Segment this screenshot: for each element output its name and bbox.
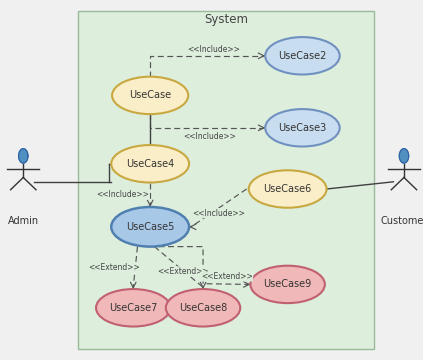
Text: <<Include>>: <<Include>> [96, 190, 149, 199]
Text: UseCase7: UseCase7 [109, 303, 157, 313]
Text: UseCase8: UseCase8 [179, 303, 227, 313]
Text: <<Extend>>: <<Extend>> [88, 264, 140, 272]
Ellipse shape [112, 77, 188, 114]
Ellipse shape [96, 289, 170, 327]
FancyBboxPatch shape [78, 11, 374, 349]
Ellipse shape [250, 266, 325, 303]
Polygon shape [19, 149, 28, 163]
Ellipse shape [249, 170, 327, 208]
Text: UseCase3: UseCase3 [278, 123, 327, 133]
Text: UseCase9: UseCase9 [264, 279, 312, 289]
Polygon shape [399, 149, 409, 163]
Text: UseCase4: UseCase4 [126, 159, 174, 169]
Ellipse shape [265, 109, 340, 147]
Text: Admin: Admin [8, 216, 39, 226]
Ellipse shape [166, 289, 240, 327]
Text: UseCase5: UseCase5 [126, 222, 174, 232]
Text: UseCase6: UseCase6 [264, 184, 312, 194]
Ellipse shape [265, 37, 340, 75]
Text: <<Include>>: <<Include>> [183, 132, 236, 141]
Text: UseCase2: UseCase2 [278, 51, 327, 61]
Text: <<Extend>>: <<Extend>> [157, 267, 209, 276]
Text: UseCase: UseCase [129, 90, 171, 100]
Ellipse shape [111, 145, 189, 183]
Text: System: System [204, 13, 248, 26]
Text: <<Include>>: <<Include>> [192, 209, 245, 217]
Text: Customer: Customer [380, 216, 423, 226]
Text: <<Extend>>: <<Extend>> [201, 272, 253, 281]
Ellipse shape [111, 207, 189, 247]
Text: <<Include>>: <<Include>> [187, 45, 240, 54]
